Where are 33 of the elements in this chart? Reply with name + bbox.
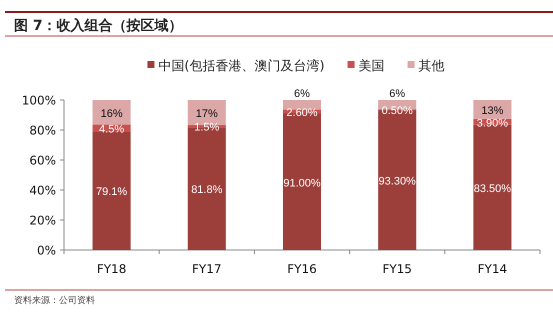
data-label: 4.5%	[99, 123, 124, 136]
data-label: 83.50%	[474, 182, 512, 195]
y-tick-label: 0%	[36, 244, 56, 258]
data-label: 17%	[196, 108, 218, 120]
data-label: 13%	[481, 104, 504, 117]
x-tick-label: FY18	[96, 262, 126, 276]
x-tick-label: FY17	[192, 262, 222, 276]
legend-label: 美国	[358, 58, 385, 74]
x-tick-label: FY14	[478, 262, 508, 276]
data-label: 16%	[100, 108, 123, 120]
bar	[92, 100, 131, 125]
y-tick-label: 60%	[29, 154, 56, 168]
y-tick-label: 20%	[29, 214, 56, 228]
bar	[92, 131, 131, 250]
y-tick-label: 40%	[29, 184, 56, 198]
data-label: 93.30%	[378, 176, 416, 188]
legend-label: 中国(包括香港、澳门及台湾)	[158, 58, 325, 74]
y-tick-label: 80%	[29, 124, 56, 138]
data-label: 81.8%	[191, 184, 223, 196]
legend-label: 其他	[418, 59, 445, 74]
data-label: 79.1%	[96, 186, 128, 198]
data-label: 3.90%	[476, 117, 508, 130]
text: 资料来源：公司资料	[14, 295, 95, 306]
data-label: 6%	[389, 88, 406, 100]
data-label: 91.00%	[283, 177, 321, 190]
y-tick-label: 100%	[22, 94, 56, 108]
data-label: 2.60%	[286, 107, 318, 120]
data-label: 1.5%	[194, 122, 220, 134]
chart-title: 图 7：收入组合（按区域）	[14, 18, 183, 34]
bar	[282, 100, 322, 110]
x-tick-label: FY16	[287, 262, 317, 276]
data-label: 6%	[294, 88, 310, 100]
x-tick-label: FY15	[382, 262, 412, 276]
